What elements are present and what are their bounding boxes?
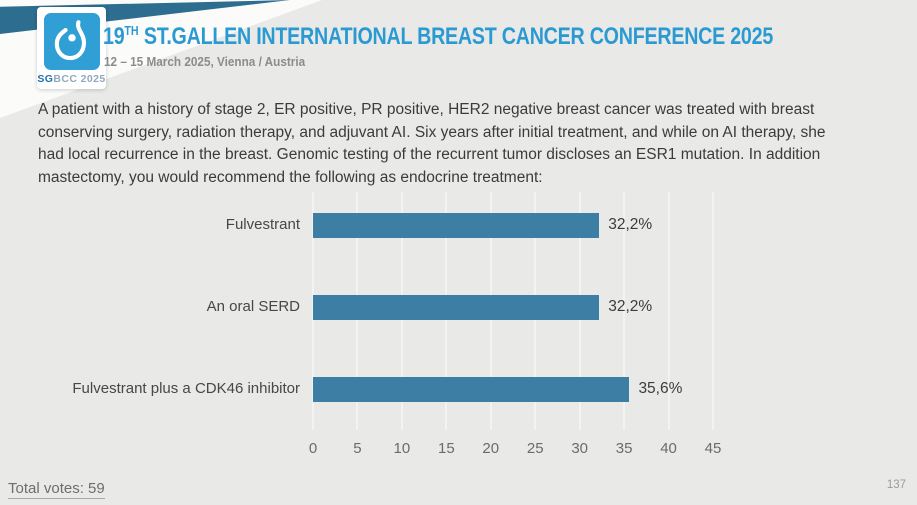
title-text: ST.GALLEN INTERNATIONAL BREAST CANCER CO…: [138, 23, 774, 50]
x-axis-tick-label: 30: [571, 440, 588, 457]
bar-fulvestrant: [313, 213, 600, 238]
bar-oral-serd: [313, 295, 600, 320]
x-axis-tick-label: 45: [704, 440, 722, 457]
logo-text-year: 2025: [77, 73, 106, 85]
sgbcc-logo: SGBCC 2025: [37, 7, 106, 89]
logo-text-bcc: BCC: [53, 73, 78, 85]
poll-question-text: A patient with a history of stage 2, ER …: [38, 101, 826, 186]
x-axis-tick-label: 15: [437, 440, 455, 457]
category-label: Fulvestrant plus a CDK46 inhibitor: [72, 380, 300, 397]
chart-row-fulvestrant-cdk46: Fulvestrant plus a CDK46 inhibitor 35,6%: [0, 377, 917, 402]
x-axis-tick-label: 5: [353, 440, 362, 457]
x-axis-tick-label: 25: [526, 440, 544, 457]
page-number: 137: [886, 479, 906, 491]
value-label: 32,2%: [608, 298, 653, 315]
category-label: An oral SERD: [206, 298, 300, 315]
value-label: 32,2%: [608, 216, 653, 233]
sgbcc-breast-drop-icon: [43, 13, 100, 70]
x-axis-tick-label: 0: [308, 440, 318, 457]
x-axis-tick-label: 20: [482, 440, 500, 457]
gridline: [712, 192, 714, 430]
category-label: Fulvestrant: [225, 216, 300, 233]
title-ordinal: TH: [124, 23, 139, 38]
total-votes-label: Total votes: 59: [8, 480, 105, 499]
chart-row-oral-serd: An oral SERD 32,2%: [0, 295, 917, 320]
gridline: [667, 192, 670, 430]
x-axis-tick-label: 10: [393, 440, 411, 457]
sgbcc-logo-text: SGBCC 2025: [37, 73, 105, 85]
chart-row-fulvestrant: Fulvestrant 32,2%: [0, 213, 917, 238]
value-label: 35,6%: [638, 380, 683, 397]
x-axis-tick-label: 40: [660, 440, 677, 457]
gridline: [623, 192, 626, 430]
conference-subtitle: 12 – 15 March 2025, Vienna / Austria: [104, 55, 306, 69]
title-number: 19: [103, 23, 125, 50]
x-axis-tick-label: 35: [615, 440, 633, 457]
bar-fulvestrant-cdk46: [313, 377, 630, 402]
logo-text-sg: SG: [37, 73, 54, 85]
conference-title: 19TH ST.GALLEN INTERNATIONAL BREAST CANC…: [103, 23, 773, 51]
